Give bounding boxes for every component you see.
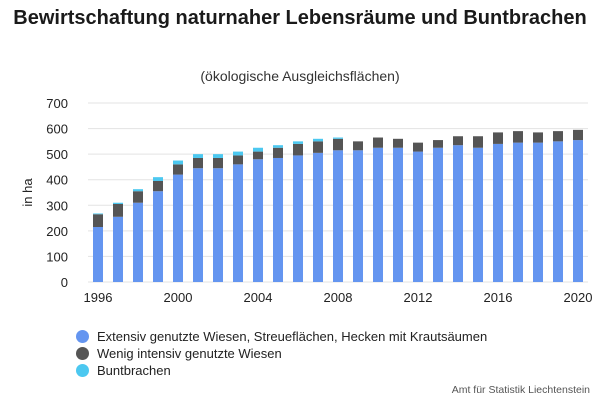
bar-segment (533, 142, 543, 282)
bar-segment (493, 132, 503, 144)
bar-segment (393, 147, 403, 282)
bar-segment (313, 152, 323, 282)
bar-segment (473, 147, 483, 282)
legend-label: Buntbrachen (97, 363, 171, 378)
bar-segment (113, 202, 123, 205)
y-tick-label: 500 (46, 147, 68, 162)
bar-segment (193, 168, 203, 282)
bar-segment (193, 157, 203, 169)
bar-segment (253, 151, 263, 160)
bar-segment (153, 191, 163, 282)
bar-segment (313, 141, 323, 153)
bar-segment (433, 140, 443, 148)
bar-segment (453, 145, 463, 282)
y-axis-label: in ha (20, 178, 35, 207)
bar-segment (173, 174, 183, 282)
bar-segment (113, 216, 123, 282)
bar-segment (493, 143, 503, 282)
bar-segment (93, 227, 103, 282)
bar-segment (573, 129, 583, 141)
bar-segment (533, 132, 543, 143)
x-tick-label: 1996 (84, 290, 113, 305)
bar-segment (553, 131, 563, 142)
bar-segment (473, 136, 483, 148)
bar-segment (513, 142, 523, 282)
x-tick-label: 2000 (164, 290, 193, 305)
bar-segment (93, 213, 103, 215)
legend-swatch (76, 364, 89, 377)
bar-segment (333, 150, 343, 282)
bar-segment (133, 189, 143, 192)
bar-segment (353, 150, 363, 282)
bar-segment (153, 180, 163, 192)
bar-segment (333, 138, 343, 151)
bar-segment (173, 164, 183, 175)
bar-segment (413, 142, 423, 152)
bar-segment (413, 151, 423, 282)
bar-segment (513, 131, 523, 143)
bar-segment (253, 159, 263, 282)
chart-title: Bewirtschaftung naturnaher Lebensräume u… (13, 7, 587, 29)
chart-subtitle: (ökologische Ausgleichsflächen) (200, 68, 400, 84)
bar-segment (433, 147, 443, 282)
bar-segment (553, 141, 563, 282)
legend-label: Extensiv genutzte Wiesen, Streueflächen,… (97, 329, 488, 344)
bar-segment (393, 138, 403, 148)
bar-segment (153, 177, 163, 181)
bar-segment (293, 141, 303, 144)
legend-label: Wenig intensiv genutzte Wiesen (97, 346, 282, 361)
bar-segment (173, 160, 183, 165)
legend: Extensiv genutzte Wiesen, Streueflächen,… (76, 328, 487, 379)
bar-segment (333, 137, 343, 139)
bar-segment (373, 147, 383, 282)
legend-swatch (76, 347, 89, 360)
y-tick-label: 700 (46, 96, 68, 111)
bar-segment (233, 151, 243, 156)
bar-segment (213, 157, 223, 169)
bar-segment (273, 147, 283, 158)
y-tick-label: 400 (46, 173, 68, 188)
bar-segment (213, 154, 223, 158)
bar-segment (273, 157, 283, 282)
bar-segment (133, 191, 143, 203)
bar-segment (353, 141, 363, 151)
x-tick-label: 2008 (324, 290, 353, 305)
legend-item: Extensiv genutzte Wiesen, Streueflächen,… (76, 328, 487, 345)
bar-segment (293, 155, 303, 282)
legend-item: Wenig intensiv genutzte Wiesen (76, 345, 487, 362)
bar-segment (573, 140, 583, 282)
bar-segment (273, 145, 283, 148)
bar-segment (313, 138, 323, 142)
y-tick-label: 200 (46, 224, 68, 239)
bar-segment (93, 214, 103, 228)
legend-item: Buntbrachen (76, 362, 487, 379)
y-tick-label: 600 (46, 122, 68, 137)
x-tick-label: 2004 (244, 290, 273, 305)
bar-segment (213, 168, 223, 282)
y-tick-label: 100 (46, 249, 68, 264)
bar-segment (233, 164, 243, 282)
bar-segment (373, 137, 383, 148)
y-tick-label: 300 (46, 198, 68, 213)
x-tick-label: 2020 (564, 290, 593, 305)
x-tick-label: 2012 (404, 290, 433, 305)
source-credit: Amt für Statistik Liechtenstein (451, 384, 590, 396)
bar-segment (453, 136, 463, 146)
bar-segment (233, 155, 243, 165)
stacked-bar-chart: 0 100 200 300 400 500 600 700 in ha 1996 2000 2004 2… (20, 96, 593, 305)
x-tick-label: 2016 (484, 290, 513, 305)
bar-segment (193, 154, 203, 158)
legend-swatch (76, 330, 89, 343)
bar-segment (253, 147, 263, 152)
bar-segment (293, 143, 303, 156)
bar-segment (113, 204, 123, 217)
bar-segment (133, 202, 143, 282)
y-tick-label: 0 (61, 275, 68, 290)
